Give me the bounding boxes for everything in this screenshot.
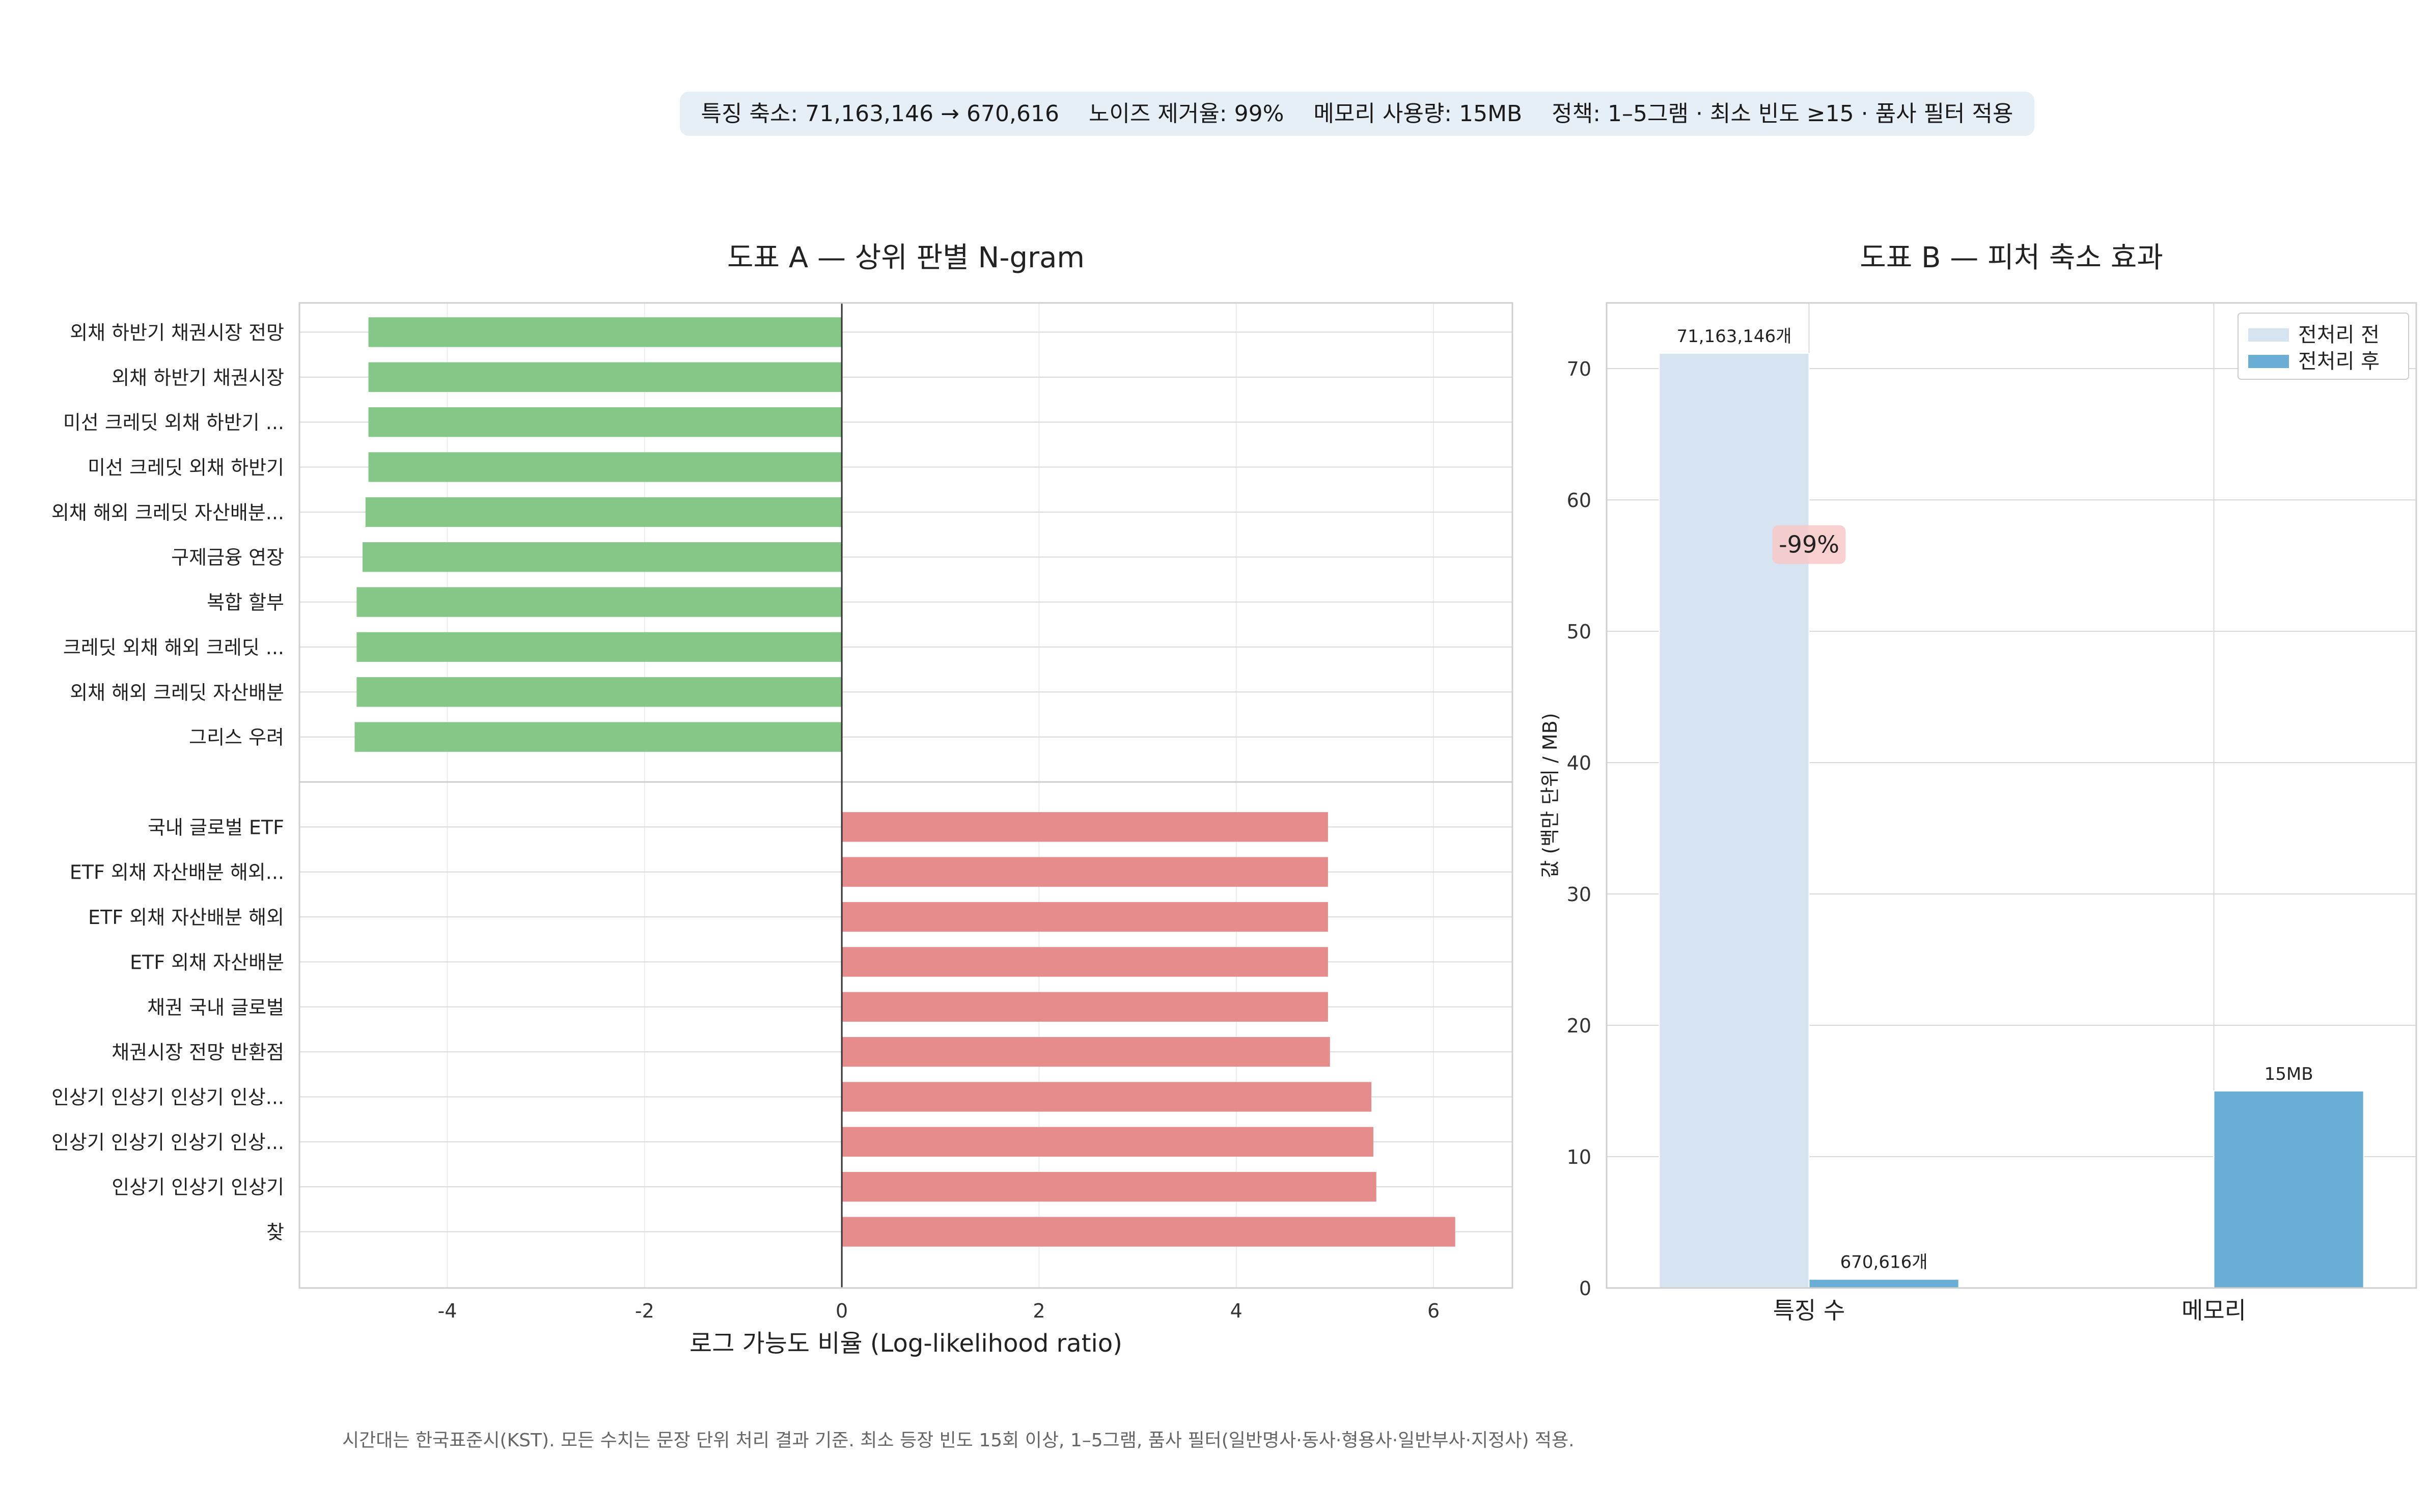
chart-a-category-label: 크레딧 외채 해외 크레딧 ... bbox=[63, 636, 284, 659]
chart-a-bar bbox=[842, 1217, 1455, 1247]
chart-b-data-label: 71,163,146개 bbox=[1676, 326, 1791, 347]
chart-a-category-label: 외채 하반기 채권시장 bbox=[112, 367, 284, 389]
footnote: 시간대는 한국표준시(KST). 모든 수치는 문장 단위 처리 결과 기준. … bbox=[342, 1430, 1575, 1451]
chart-b-category-label: 메모리 bbox=[2182, 1297, 2246, 1324]
chart-a-category-label: 외채 하반기 채권시장 전망 bbox=[70, 321, 284, 344]
chart-a-category-label: 복합 할부 bbox=[207, 592, 284, 614]
chart-b-y-tick-label: 0 bbox=[1579, 1277, 1591, 1300]
chart-b-legend-label: 전처리 후 bbox=[2298, 350, 2380, 373]
chart-b-y-tick-label: 20 bbox=[1567, 1015, 1591, 1037]
chart-a-bar bbox=[842, 1082, 1372, 1112]
chart-a-bar bbox=[356, 632, 842, 662]
chart-a-category-label: 외채 해외 크레딧 자산배분 bbox=[70, 681, 284, 704]
chart-b-y-tick-label: 10 bbox=[1567, 1146, 1591, 1168]
summary-banner: 특징 축소: 71,163,146 → 670,616 노이즈 제거율: 99%… bbox=[680, 92, 2034, 136]
chart-b-frame bbox=[1606, 302, 2417, 1289]
chart-a-category-label: ETF 외채 자산배분 bbox=[130, 951, 284, 973]
chart-a-category-label: 구제금융 연장 bbox=[171, 546, 284, 569]
chart-a-category-label: 인상기 인상기 인상기 bbox=[112, 1176, 284, 1198]
chart-a-bar bbox=[368, 407, 842, 437]
chart-a-category-label: ETF 외채 자산배분 해외 bbox=[88, 906, 284, 929]
chart-b-legend-swatch bbox=[2248, 328, 2289, 342]
chart-b-category-label: 특징 수 bbox=[1773, 1297, 1845, 1324]
chart-a-x-tick-label: 6 bbox=[1427, 1300, 1440, 1322]
banner-policy: 정책: 1–5그램 · 최소 빈도 ≥15 · 품사 필터 적용 bbox=[1552, 101, 2013, 127]
chart-b-annotation-box bbox=[1772, 525, 1846, 564]
chart-a-bar bbox=[842, 857, 1328, 887]
chart-a-bar bbox=[842, 992, 1328, 1022]
banner-features: 특징 축소: 71,163,146 → 670,616 bbox=[701, 101, 1059, 127]
chart-a-x-tick-label: 0 bbox=[836, 1300, 848, 1322]
chart-a-bar bbox=[368, 452, 842, 482]
chart-b-y-tick-label: 40 bbox=[1567, 752, 1591, 774]
chart-b: 0 10 20 30 40 50 60 70 특징 수 메모리 71,163,146개 670,616… bbox=[1539, 241, 2417, 1324]
chart-b-y-tick-label: 60 bbox=[1567, 489, 1591, 512]
chart-a-bar bbox=[842, 1037, 1330, 1067]
chart-a-category-label: 미선 크레딧 외채 하반기 ... bbox=[63, 411, 284, 434]
chart-a-x-tick-label: 2 bbox=[1033, 1300, 1045, 1322]
banner-memory: 메모리 사용량: 15MB bbox=[1313, 101, 1523, 127]
chart-a-bar bbox=[842, 1127, 1373, 1157]
chart-a-category-label: 채권시장 전망 반환점 bbox=[112, 1041, 284, 1063]
chart-a-category-label: 그리스 우려 bbox=[189, 726, 284, 749]
chart-b-legend-swatch bbox=[2248, 355, 2289, 368]
chart-b-data-label: 15MB bbox=[2265, 1064, 2313, 1084]
chart-a-bar bbox=[842, 902, 1328, 932]
chart-a-x-tick-label: 4 bbox=[1230, 1300, 1243, 1322]
chart-a-bar bbox=[356, 677, 842, 707]
chart-a-category-label: 미선 크레딧 외채 하반기 bbox=[88, 457, 284, 479]
chart-a-category-label: 인상기 인상기 인상기 인상... bbox=[51, 1131, 284, 1154]
chart-a-x-tick-label: -2 bbox=[635, 1300, 654, 1322]
chart-a-x-axis-label: 로그 가능도 비율 (Log-likelihood ratio) bbox=[689, 1329, 1122, 1358]
chart-b-title: 도표 B — 피처 축소 효과 bbox=[1860, 241, 2163, 274]
chart-a-bar bbox=[842, 1172, 1376, 1202]
chart-b-y-tick-label: 70 bbox=[1567, 358, 1591, 380]
chart-a-bar bbox=[365, 497, 842, 527]
chart-a-bar bbox=[356, 587, 842, 617]
chart-b-bar bbox=[2213, 1090, 2364, 1289]
chart-a-x-tick-label: -4 bbox=[438, 1300, 457, 1322]
chart-b-y-tick-label: 50 bbox=[1567, 621, 1591, 643]
banner-noise: 노이즈 제거율: 99% bbox=[1088, 101, 1284, 127]
chart-a-bar bbox=[368, 362, 842, 392]
chart-a-bar bbox=[842, 947, 1328, 977]
chart-b-bar bbox=[1659, 352, 1810, 1289]
chart-b-annotation: -99% bbox=[1779, 531, 1839, 558]
chart-a-bar bbox=[842, 812, 1328, 842]
chart-a-category-label: ETF 외채 자산배분 해외... bbox=[70, 861, 284, 884]
chart-a-category-label: 인상기 인상기 인상기 인상... bbox=[51, 1086, 284, 1108]
chart-a-category-label: 외채 해외 크레딧 자산배분... bbox=[51, 501, 284, 524]
chart-a-bar bbox=[354, 722, 842, 752]
chart-a-title: 도표 A — 상위 판별 N-gram bbox=[727, 241, 1085, 274]
chart-b-bar bbox=[1808, 1278, 1959, 1289]
chart-a-frame bbox=[298, 302, 1513, 1289]
chart-a-category-label: 국내 글로벌 ETF bbox=[148, 816, 284, 838]
chart-b-legend-label: 전처리 전 bbox=[2298, 323, 2380, 347]
chart-b-y-axis-label: 값 (백만 단위 / MB) bbox=[1539, 713, 1561, 878]
chart-a-bar bbox=[362, 542, 842, 572]
chart-a-category-label: 찾 bbox=[266, 1221, 284, 1244]
chart-a-bar bbox=[368, 317, 842, 347]
chart-b-y-tick-label: 30 bbox=[1567, 883, 1591, 906]
chart-b-data-label: 670,616개 bbox=[1840, 1252, 1928, 1273]
chart-a-category-label: 채권 국내 글로벌 bbox=[147, 996, 284, 1019]
